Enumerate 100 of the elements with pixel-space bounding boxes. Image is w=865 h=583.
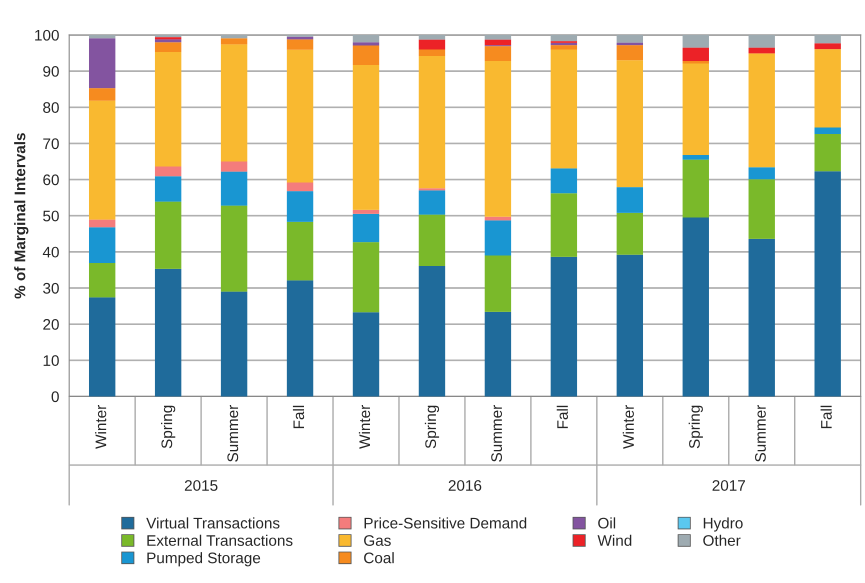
bar (748, 167, 775, 180)
bar (748, 179, 775, 239)
bar (154, 42, 182, 52)
bar (616, 42, 644, 46)
y-tick-label: 10 (44, 355, 59, 366)
bar (286, 50, 314, 182)
bar (418, 266, 446, 396)
bar (682, 154, 709, 160)
bar (154, 52, 182, 167)
bar (88, 227, 116, 264)
bar (88, 263, 116, 298)
y-tick-label: 60 (43, 174, 59, 186)
bar (616, 254, 644, 396)
y-tick-label: 30 (43, 282, 59, 294)
bar (154, 268, 182, 396)
bar (286, 36, 314, 40)
bar (484, 61, 512, 217)
legend-label: Pumped Storage (147, 552, 260, 566)
bar (682, 218, 709, 396)
x-tick-label: Fall (292, 406, 304, 428)
text: 2016 (448, 480, 482, 491)
bar (154, 166, 182, 176)
bar (484, 40, 512, 46)
bar (814, 134, 841, 172)
bar (286, 222, 314, 280)
legend-label: Wind (598, 534, 632, 546)
bar (352, 210, 380, 214)
x-tick-label: Spring (161, 406, 176, 448)
legend-label: Oil (598, 517, 616, 529)
bar (550, 193, 578, 257)
x-tick-label: Summer (755, 405, 766, 462)
x-tick-label: Spring (424, 406, 440, 448)
bar (88, 100, 116, 220)
x-tick-label: Fall (556, 406, 568, 428)
y-tick-label: 0 (52, 391, 59, 402)
bar (286, 182, 314, 192)
bar (220, 44, 248, 162)
bar (682, 48, 709, 62)
bar (352, 64, 380, 210)
bar (484, 220, 512, 256)
bar (748, 53, 775, 168)
bar (220, 206, 248, 292)
bar (550, 168, 578, 194)
bar (352, 45, 380, 65)
bar (352, 34, 380, 42)
bar (418, 34, 446, 40)
legend-label: Gas (364, 535, 391, 546)
bar (484, 312, 512, 396)
bar (550, 42, 578, 46)
y-tick-label: 100 (35, 30, 59, 41)
bar (748, 238, 775, 396)
bar (484, 34, 512, 40)
bar (220, 38, 248, 44)
x-tick-label: Winter (622, 405, 634, 449)
bar (814, 34, 841, 44)
bar (682, 64, 709, 155)
bar (550, 256, 578, 396)
bar (88, 88, 116, 101)
bar (484, 255, 512, 312)
x-tick-label: Summer (227, 405, 238, 462)
bar (418, 56, 446, 188)
bar (220, 172, 248, 206)
bar (352, 42, 380, 46)
bar (616, 45, 644, 60)
text: 2015 (184, 480, 218, 491)
bar (814, 128, 841, 134)
legend-label: Hydro (704, 517, 743, 532)
bar (88, 297, 116, 396)
bar (154, 202, 182, 269)
bar (616, 34, 644, 43)
y-tick-label: 40 (42, 246, 59, 258)
bar (682, 34, 709, 48)
x-tick-label: Winter (358, 405, 370, 449)
bar (418, 214, 446, 266)
bar (616, 212, 644, 255)
x-tick-label: Summer (491, 405, 502, 462)
legend-label: Price-Sensitive Demand (364, 517, 526, 529)
bar (154, 176, 182, 202)
legend-label: Other (703, 534, 741, 546)
bar (286, 280, 314, 396)
bar (550, 49, 578, 168)
bar (550, 45, 578, 50)
bar (418, 40, 446, 50)
bar (814, 43, 841, 50)
bar (352, 312, 380, 396)
legend-label: External Transactions (147, 534, 292, 546)
bar (88, 38, 116, 88)
x-tick-label: Fall (820, 406, 832, 428)
bar (748, 34, 775, 48)
y-tick-label: 20 (43, 319, 59, 330)
bar (814, 171, 841, 396)
bar (550, 34, 578, 42)
bar (484, 46, 512, 62)
bar (220, 292, 248, 396)
bar (220, 161, 248, 172)
y-tick-label: 70 (43, 138, 59, 150)
bar (616, 60, 644, 188)
bar (88, 220, 116, 228)
y-tick-label: 80 (43, 102, 59, 113)
y-tick-label: 50 (43, 210, 59, 222)
